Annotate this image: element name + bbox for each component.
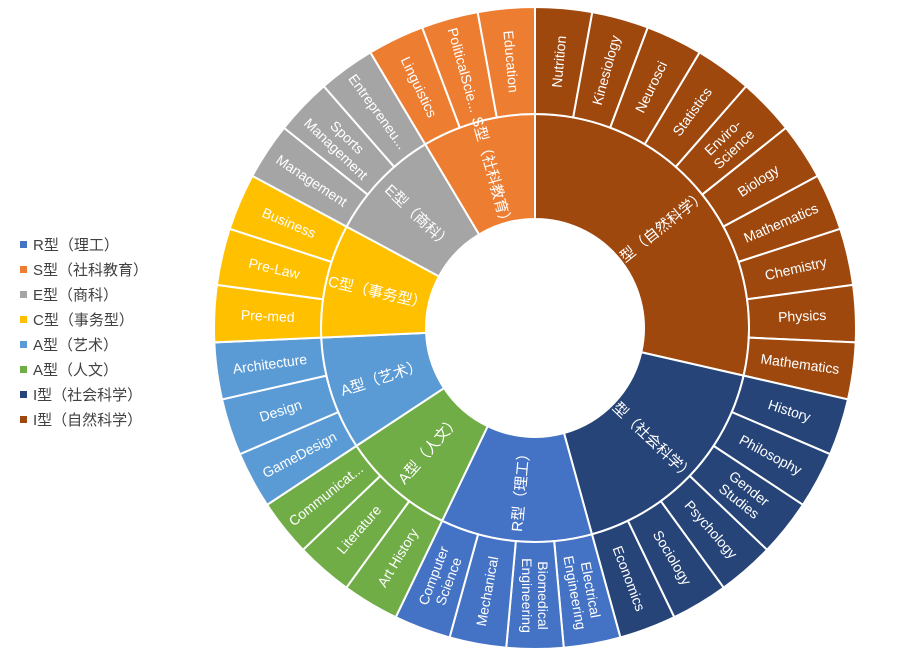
legend-swatch (20, 291, 27, 298)
chart-legend: R型（理工） S型（社科教育） E型（商科） C型（事务型） A型（艺术） A型（人文） I… (20, 232, 148, 432)
subject-label: Nutrition (549, 35, 570, 88)
legend-label: A型（艺术） (33, 337, 119, 354)
legend-swatch (20, 266, 27, 273)
legend-label: I型（自然科学） (33, 412, 143, 429)
legend-item: E型（商科） (20, 282, 148, 307)
legend-swatch (20, 416, 27, 423)
legend-item: A型（人文） (20, 357, 148, 382)
legend-item: R型（理工） (20, 232, 148, 257)
legend-label: S型（社科教育） (33, 262, 149, 279)
legend-item: A型（艺术） (20, 332, 148, 357)
subject-label: BiomedicalEngineering (519, 558, 551, 633)
legend-swatch (20, 366, 27, 373)
legend-label: I型（社会科学） (33, 387, 143, 404)
legend-swatch (20, 241, 27, 248)
legend-swatch (20, 391, 27, 398)
legend-swatch (20, 341, 27, 348)
legend-item: C型（事务型） (20, 307, 148, 332)
legend-label: A型（人文） (33, 362, 119, 379)
legend-label: E型（商科） (33, 287, 119, 304)
legend-item: I型（社会科学） (20, 382, 148, 407)
legend-label: C型（事务型） (33, 312, 134, 329)
subject-label: Physics (778, 307, 827, 325)
subject-label: Education (500, 30, 522, 93)
legend-item: I型（自然科学） (20, 407, 148, 432)
legend-swatch (20, 316, 27, 323)
legend-label: R型（理工） (33, 237, 119, 254)
legend-item: S型（社科教育） (20, 257, 148, 282)
subject-label: Pre-med (241, 307, 295, 325)
subject-segment (476, 5, 536, 119)
